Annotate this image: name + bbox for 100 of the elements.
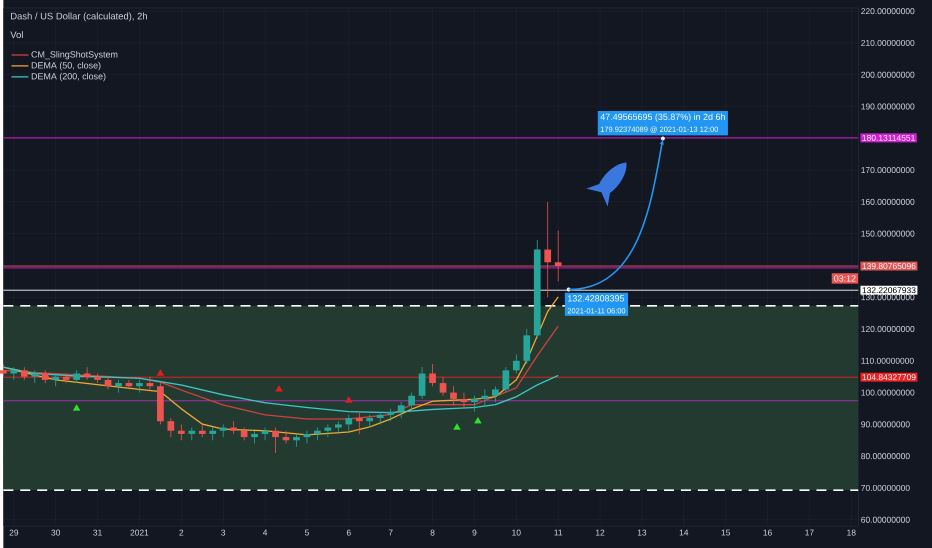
candlestick — [324, 424, 332, 438]
candlestick — [334, 420, 342, 434]
x-tick-label: 7 — [388, 530, 393, 536]
candlestick — [376, 411, 384, 425]
x-tick-label: 8 — [430, 530, 435, 536]
candlestick — [146, 376, 154, 390]
candlestick — [387, 408, 394, 422]
y-tick-label: 190.00000000 — [861, 104, 914, 110]
candlestick — [366, 414, 374, 428]
ref-line-label: 132.22067933 — [862, 287, 916, 294]
x-tick-label: 2021 — [130, 530, 148, 536]
x-tick-label: 3 — [221, 530, 226, 536]
candlestick — [408, 392, 415, 412]
candlestick — [10, 366, 18, 380]
legend-label: CM_SlingShotSystem — [31, 50, 118, 60]
candlestick — [94, 373, 101, 384]
candlestick — [544, 201, 552, 298]
candlestick — [502, 366, 510, 393]
x-tick-label: 13 — [638, 530, 646, 536]
x-tick-label: 5 — [304, 530, 309, 536]
candlestick — [429, 364, 436, 387]
candlestick — [314, 427, 321, 441]
legend-label: DEMA (200, close) — [32, 72, 106, 82]
x-tick-label: 11 — [554, 530, 562, 536]
candlestick — [209, 427, 216, 441]
ref-line-label: 139.80765096 — [862, 263, 916, 270]
candlestick — [240, 427, 248, 441]
x-tick-label: 30 — [51, 530, 60, 536]
y-tick-label: 110.00000000 — [861, 358, 914, 364]
candlestick — [220, 424, 227, 438]
x-tick-label: 16 — [763, 530, 772, 536]
x-tick-label: 29 — [10, 530, 18, 536]
point — [345, 396, 352, 403]
candlestick — [282, 430, 290, 444]
x-tick-label: 4 — [262, 530, 268, 536]
x-tick-label: 17 — [805, 530, 814, 536]
candlestick — [198, 424, 206, 438]
y-tick-label: 210.00000000 — [861, 40, 914, 46]
x-tick-label: 18 — [847, 530, 856, 536]
candlestick — [115, 379, 122, 393]
candlestick — [230, 420, 238, 434]
candlestick — [398, 402, 405, 418]
y-tick-label: 170.00000000 — [861, 167, 914, 174]
annotation: 03:12 — [834, 275, 856, 282]
candlestick — [304, 430, 310, 444]
candlestick — [251, 430, 258, 444]
y-tick-label: 70.00000000 — [861, 484, 910, 491]
candlestick — [126, 379, 132, 390]
candlestick — [62, 373, 70, 384]
y-tick-label: 130.00000000 — [861, 294, 914, 300]
candlestick — [418, 366, 426, 400]
x-tick-label: 31 — [93, 530, 102, 536]
candlestick — [345, 414, 352, 432]
candlestick — [471, 395, 478, 412]
candlestick — [42, 370, 49, 384]
candlestick — [492, 386, 499, 403]
point — [72, 404, 80, 411]
ref-line-label: 104.84327709 — [862, 374, 916, 380]
candlestick — [178, 424, 185, 441]
chart-title: Dash / US Dollar (calculated), 2h — [11, 12, 147, 22]
point — [453, 423, 461, 430]
candlestick — [84, 366, 90, 380]
line-series — [2, 366, 559, 414]
candlestick — [0, 364, 7, 378]
legend-label: DEMA (50, close) — [32, 62, 100, 70]
point — [275, 385, 283, 392]
y-tick-label: 120.00000000 — [861, 326, 914, 332]
x-tick-label: 12 — [596, 530, 604, 536]
x-tick-label: 10 — [512, 530, 521, 536]
y-tick-label: 80.00000000 — [861, 453, 910, 460]
annotation: 47.49565695 (35.87%) in 2d 6h — [600, 113, 725, 122]
x-tick-label: 15 — [722, 530, 730, 536]
x-tick-label: 2 — [179, 530, 184, 536]
point — [156, 369, 164, 376]
candlestick — [272, 427, 279, 454]
y-tick-label: 150.00000000 — [861, 230, 914, 237]
candlestick — [262, 427, 268, 441]
candlestick — [450, 386, 457, 406]
y-tick-label: 90.00000000 — [861, 421, 910, 428]
point — [474, 417, 482, 424]
y-tick-label: 160.00000000 — [861, 198, 914, 205]
candlestick — [460, 392, 468, 409]
candlestick — [73, 370, 80, 384]
x-tick-label: 9 — [472, 530, 476, 536]
annotation: Vol — [10, 31, 23, 38]
candlestick — [356, 411, 363, 434]
candlestick — [168, 418, 174, 438]
y-tick-label: 60.00000000 — [861, 516, 910, 523]
candlestick — [104, 376, 112, 390]
candlestick — [482, 389, 488, 406]
candlestick — [512, 354, 520, 374]
x-tick-label: 14 — [680, 530, 688, 536]
candlestick — [31, 370, 38, 384]
y-tick-label: 220.00000000 — [861, 8, 914, 14]
x-tick-label: 6 — [346, 530, 351, 536]
candlestick — [440, 376, 446, 396]
candlestick — [20, 366, 28, 380]
y-tick-label: 200.00000000 — [861, 72, 914, 78]
candlestick — [52, 373, 60, 387]
candlestick — [293, 434, 300, 448]
